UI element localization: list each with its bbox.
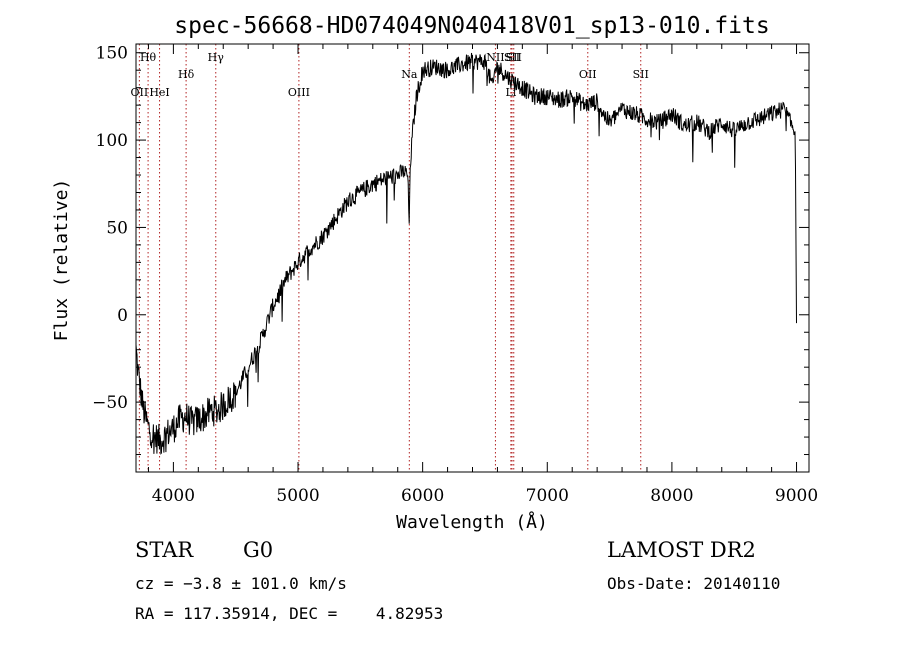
spectral-line-label: NII xyxy=(486,51,504,64)
y-tick-label: 0 xyxy=(117,306,128,326)
spectral-line-label: OII xyxy=(131,86,149,99)
spectrum-line xyxy=(135,52,797,455)
spectral-line-label: SII xyxy=(504,51,520,64)
y-axis-label: Flux (relative) xyxy=(51,179,72,342)
y-tick-label: 50 xyxy=(106,218,128,238)
survey-name: LAMOST DR2 xyxy=(607,538,756,562)
spectral-line-label: Hθ xyxy=(140,51,157,64)
redshift-text: cz = −3.8 ± 101.0 km/s xyxy=(135,574,347,593)
object-subclass: G0 xyxy=(243,538,274,562)
spectral-line-label: OIII xyxy=(288,86,310,99)
object-type: STAR xyxy=(135,538,194,562)
y-tick-label: 100 xyxy=(96,131,128,151)
y-tick-label: −50 xyxy=(92,393,128,413)
spectral-line-label: SII xyxy=(633,68,649,81)
axes: 4000 5000 6000 7000 8000 9000 −50 0 50 100 150 xyxy=(92,44,818,506)
spectral-line-label: OII xyxy=(579,68,597,81)
plot-frame xyxy=(135,43,810,473)
spectral-line-label: Hδ xyxy=(178,68,195,81)
y-tick-label: 150 xyxy=(96,44,128,64)
spectral-line-label: Na xyxy=(401,68,418,81)
spectral-line-label: SII xyxy=(506,51,522,64)
x-tick-label: 5000 xyxy=(276,486,319,506)
coordinates: RA = 117.35914, DEC = 4.82953 xyxy=(135,604,444,623)
x-tick-label: 9000 xyxy=(775,486,818,506)
spectral-line-label: Hγ xyxy=(208,51,225,64)
spectral-line-label: Li xyxy=(505,86,516,99)
x-tick-label: 6000 xyxy=(401,486,444,506)
x-tick-label: 4000 xyxy=(152,486,195,506)
x-tick-label: 7000 xyxy=(526,486,569,506)
x-tick-label: 8000 xyxy=(650,486,693,506)
x-axis-label: Wavelength (Å) xyxy=(396,511,548,533)
spectral-line-label: HeI xyxy=(149,86,169,99)
chart-title: spec-56668-HD074049N040418V01_sp13-010.f… xyxy=(174,13,769,39)
obs-date: Obs-Date: 20140110 xyxy=(607,574,781,593)
